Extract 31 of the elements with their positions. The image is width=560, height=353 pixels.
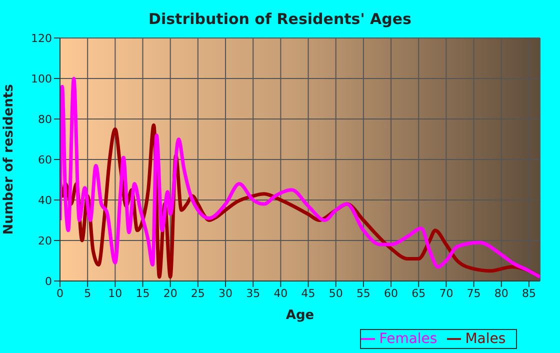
legend-label: Males xyxy=(465,331,506,347)
y-tick-label: 80 xyxy=(38,112,52,126)
x-tick-label: 75 xyxy=(466,286,481,300)
x-tick-label: 35 xyxy=(246,286,260,300)
line-series xyxy=(60,76,540,279)
x-axis-title: Age xyxy=(286,308,314,323)
x-tick-label: 5 xyxy=(84,286,92,300)
x-tick-label: 50 xyxy=(328,286,343,300)
chart-title: Distribution of Residents' Ages xyxy=(148,10,412,28)
x-tick-label: 10 xyxy=(108,286,122,300)
x-tick-label: 85 xyxy=(522,286,536,300)
x-tick-label: 80 xyxy=(494,286,508,300)
x-tick-label: 20 xyxy=(163,286,178,300)
y-axis-title: Number of residents xyxy=(2,84,17,235)
y-tick-label: 100 xyxy=(31,72,52,86)
legend-label: Females xyxy=(379,331,438,347)
y-tick-label: 40 xyxy=(38,194,52,207)
x-tick-label: 25 xyxy=(190,286,205,300)
x-tick-label: 65 xyxy=(412,286,426,300)
x-tick-label: 40 xyxy=(274,286,288,300)
x-tick-label: 30 xyxy=(218,286,233,300)
x-tick-label: 55 xyxy=(356,286,370,300)
x-tick-label: 0 xyxy=(56,286,64,300)
y-tick-label: 120 xyxy=(31,32,52,45)
x-tick-label: 45 xyxy=(301,286,316,300)
y-tick-label: 0 xyxy=(45,274,52,288)
y-tick-label: 60 xyxy=(38,153,52,166)
x-tick-label: 15 xyxy=(136,286,150,300)
x-tick-label: 60 xyxy=(384,286,398,300)
y-tick-label: 20 xyxy=(38,234,52,248)
x-tick-label: 70 xyxy=(439,286,454,300)
